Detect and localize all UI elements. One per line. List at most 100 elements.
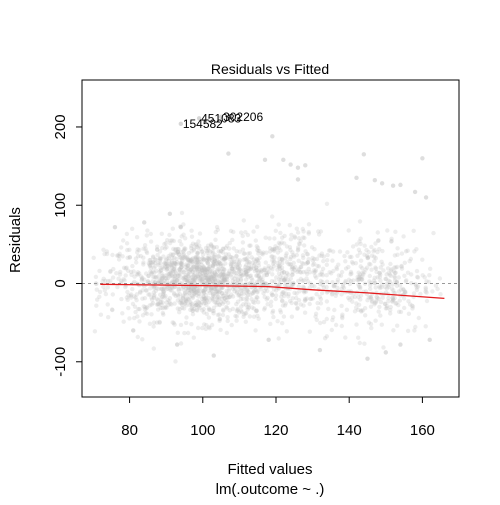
residual-point	[145, 279, 151, 284]
residual-point	[200, 308, 205, 313]
residual-point	[195, 298, 200, 304]
residual-point	[256, 273, 262, 278]
residual-point	[312, 268, 317, 273]
residual-point	[244, 295, 249, 300]
residual-point	[262, 305, 268, 311]
residual-point	[161, 289, 166, 294]
residual-point	[95, 297, 100, 302]
residual-point	[415, 284, 421, 289]
residual-point	[192, 272, 198, 277]
residual-point	[237, 249, 242, 254]
residual-point	[426, 279, 432, 285]
residual-point	[206, 278, 211, 283]
residual-point	[186, 269, 191, 275]
residual-point	[298, 264, 303, 270]
residual-point	[346, 228, 351, 233]
residual-point	[412, 189, 418, 195]
residual-point	[140, 337, 145, 342]
residual-point	[193, 255, 198, 260]
residual-point	[305, 260, 310, 265]
residual-point	[234, 290, 240, 295]
residual-point	[324, 273, 329, 278]
residual-point	[201, 310, 207, 315]
residual-point	[152, 286, 157, 291]
residual-point	[319, 290, 325, 296]
residual-point	[156, 262, 161, 267]
residual-point	[316, 264, 322, 269]
residual-point	[308, 296, 313, 302]
residual-point	[279, 240, 284, 245]
residual-point	[203, 267, 208, 273]
residual-point	[392, 265, 397, 270]
residual-point	[288, 162, 293, 167]
residual-point	[172, 291, 177, 296]
residual-point	[222, 256, 227, 262]
residual-point	[342, 253, 347, 259]
residual-point	[205, 276, 210, 282]
residual-point	[356, 247, 362, 252]
residual-point	[200, 268, 205, 273]
residual-point	[372, 247, 377, 253]
residual-point	[116, 276, 121, 281]
residual-point	[161, 312, 166, 317]
residual-point	[206, 261, 211, 266]
residual-point	[212, 279, 218, 284]
residual-point	[331, 284, 337, 289]
residual-point	[369, 299, 375, 305]
x-tick-label: 100	[190, 422, 215, 439]
residual-point	[180, 295, 186, 301]
residual-point	[217, 289, 222, 294]
residual-point	[393, 265, 398, 270]
residual-point	[184, 272, 189, 278]
residual-point	[177, 292, 183, 297]
residual-point	[235, 264, 240, 270]
residual-point	[392, 270, 398, 276]
residual-point	[306, 222, 312, 227]
residual-point	[153, 257, 158, 262]
residual-point	[102, 288, 108, 293]
residual-point	[393, 229, 398, 234]
residual-point	[143, 304, 148, 310]
residual-point	[284, 260, 290, 265]
residual-point	[188, 299, 193, 304]
residual-point	[363, 313, 368, 318]
residual-point	[177, 272, 183, 277]
residual-point	[144, 271, 149, 276]
residual-point	[295, 269, 300, 275]
residual-point	[376, 309, 381, 314]
residual-point	[187, 295, 192, 300]
residual-point	[174, 342, 180, 347]
residual-point	[278, 278, 283, 283]
residual-point	[206, 256, 211, 261]
residual-point	[201, 264, 206, 269]
residual-point	[186, 257, 192, 263]
residual-point	[375, 249, 380, 255]
residual-point	[388, 273, 393, 278]
residual-point	[272, 236, 277, 241]
residual-point	[273, 293, 279, 298]
residual-point	[236, 293, 241, 298]
residual-point	[188, 280, 194, 286]
residual-point	[228, 294, 233, 299]
residual-point	[212, 258, 218, 263]
residual-point	[414, 285, 419, 290]
residual-point	[206, 276, 211, 281]
residual-point	[320, 273, 326, 278]
residual-point	[256, 274, 261, 279]
residual-point	[240, 240, 246, 245]
line-layer	[82, 283, 459, 300]
residual-point	[151, 320, 157, 325]
residual-point	[199, 267, 204, 272]
residual-point	[185, 273, 190, 279]
residual-point	[211, 311, 216, 316]
residual-point	[147, 262, 152, 267]
residual-point	[278, 230, 283, 236]
residual-point	[161, 266, 167, 271]
residual-point	[265, 288, 270, 294]
residual-point	[404, 278, 409, 283]
residual-point	[357, 276, 362, 281]
residual-point	[123, 266, 128, 271]
residual-point	[180, 302, 185, 307]
residual-point	[224, 255, 229, 261]
residual-point	[392, 253, 398, 258]
